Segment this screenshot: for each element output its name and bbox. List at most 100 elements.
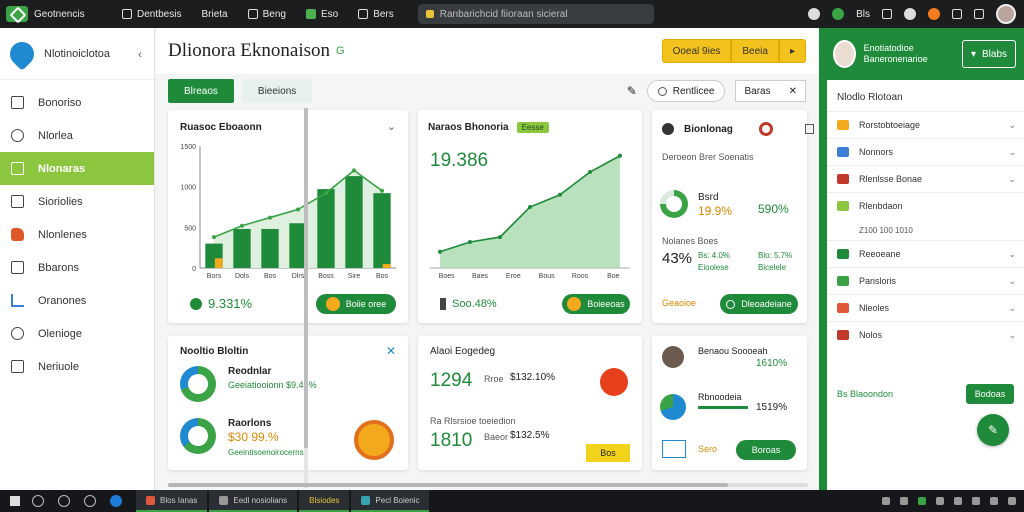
sidebar-item-9[interactable]: Neriuole: [0, 350, 154, 383]
card2-header: Naraos Bhonoria Eesse: [428, 122, 549, 133]
filter-dropdown[interactable]: Baras ✕: [735, 80, 806, 102]
panel-row-2[interactable]: Nonnors ⌄: [827, 138, 1024, 165]
home-icon: [11, 96, 24, 109]
sidebar-header[interactable]: Nlotinoiclotoa ‹: [0, 28, 154, 80]
header-button-1[interactable]: Ooeal 9ies: [661, 39, 732, 63]
trend-point: [268, 215, 272, 220]
panel-row-7[interactable]: Nleoles ⌄: [827, 294, 1024, 321]
sidebar-item-8[interactable]: Olenioge: [0, 317, 154, 350]
topbar-tab-1[interactable]: Dentbesis: [112, 0, 191, 28]
taskbar-item-1[interactable]: Blos Ianas: [136, 490, 208, 512]
card5-button[interactable]: Bos: [586, 444, 630, 462]
window-menu-icon[interactable]: [974, 9, 984, 19]
taskbar-item-4[interactable]: Pecl Boienic: [351, 490, 430, 512]
x-tick-label: Baes: [472, 273, 488, 280]
tray-icon[interactable]: [882, 497, 890, 505]
card5-note: Ra Rlsrsioe toeiedion: [430, 416, 516, 426]
topbar-tab-3[interactable]: Beng: [238, 0, 296, 28]
sidebar-item-3[interactable]: Nlonaras: [0, 152, 154, 185]
vertical-scrollbar[interactable]: [304, 108, 308, 488]
chevron-down-icon[interactable]: ⌄: [1008, 146, 1016, 157]
header-button-2[interactable]: Beeia: [731, 39, 779, 63]
sidebar-item-6[interactable]: Bbarons: [0, 251, 154, 284]
tray-icon[interactable]: [900, 497, 908, 505]
task-view-icon[interactable]: [58, 495, 70, 507]
folder-icon[interactable]: [84, 495, 96, 507]
taskbar-item-2[interactable]: Eedl nosiolians: [209, 490, 298, 512]
tab-primary[interactable]: Blreaos: [168, 79, 234, 103]
chevron-down-icon[interactable]: ⌄: [1008, 302, 1016, 313]
chat-icon[interactable]: [904, 8, 916, 20]
settings-icon[interactable]: [952, 9, 962, 19]
chevron-down-icon[interactable]: ⌄: [1008, 248, 1016, 259]
start-icon[interactable]: [10, 496, 20, 506]
card1-button[interactable]: Boiie oree: [316, 294, 396, 314]
bell-icon[interactable]: [882, 9, 892, 19]
area-fill: [440, 155, 620, 268]
orange-app-icon[interactable]: [928, 8, 940, 20]
bar-chart-card: Ruasoc Eboaonn ⌄ 0 500 1000 1500 Bors Dols Bos…: [168, 110, 408, 323]
card2-badge: Eesse: [516, 122, 549, 133]
topbar-tab-2[interactable]: Brieta: [201, 8, 228, 20]
card2-button[interactable]: Boieeoas: [562, 294, 630, 314]
user-avatar[interactable]: [996, 4, 1016, 24]
sidebar-item-4[interactable]: Sioriolies: [0, 185, 154, 218]
filter-pill[interactable]: Rentlicee: [646, 80, 726, 102]
panel-footer-button[interactable]: Bodoas: [966, 384, 1014, 404]
header-menu-button[interactable]: ▸: [778, 39, 806, 63]
search-icon[interactable]: [808, 8, 821, 20]
chevron-down-icon[interactable]: ⌄: [386, 121, 396, 133]
panel-footer-label: Bs Blaoondon: [837, 389, 894, 399]
card3-link[interactable]: Geaoioe: [662, 298, 697, 308]
scroll-thumb[interactable]: [304, 108, 308, 448]
close-icon[interactable]: ✕: [788, 85, 797, 97]
topbar-tab-4[interactable]: Eso: [296, 0, 348, 28]
donut-hole: [666, 196, 682, 212]
address-bar[interactable]: Ranbarichcid fiioraan sicieral: [417, 4, 654, 24]
panel-row-1[interactable]: Rorstobtoeiage ⌄: [827, 111, 1024, 138]
search-icon[interactable]: [32, 495, 44, 507]
sidebar-item-2[interactable]: Nlorlea: [0, 119, 154, 152]
notification-icon[interactable]: [832, 8, 845, 20]
row-icon: [837, 276, 849, 286]
horizontal-scrollbar[interactable]: [168, 483, 808, 487]
card6-button[interactable]: Boroas: [736, 440, 796, 460]
tray-icon[interactable]: [918, 497, 926, 505]
floating-action-button[interactable]: ✎: [977, 414, 1009, 446]
panel-header-button[interactable]: ▾ Blabs: [961, 40, 1016, 68]
volume-icon[interactable]: [990, 497, 998, 505]
topbar-right-label[interactable]: Bls: [856, 8, 870, 20]
chevron-down-icon[interactable]: ⌄: [1008, 173, 1016, 184]
scroll-thumb[interactable]: [168, 483, 728, 487]
pencil-icon: ✎: [987, 423, 999, 437]
card3-k1-value: 19.9%: [698, 204, 733, 218]
tray-icon[interactable]: [936, 497, 944, 505]
taskbar-item-3[interactable]: Blsiodes: [299, 490, 350, 512]
edit-icon[interactable]: ✎: [626, 84, 637, 98]
chevron-down-icon[interactable]: ⌄: [1008, 329, 1016, 340]
card6-link[interactable]: Sero: [698, 444, 718, 454]
tray-icon[interactable]: [954, 497, 962, 505]
edge-icon[interactable]: [110, 495, 122, 507]
panel-row-5[interactable]: Reeoeane ⌄: [827, 240, 1024, 267]
chevron-left-icon[interactable]: ‹: [138, 46, 142, 61]
tab-secondary[interactable]: Bieeions: [241, 79, 313, 103]
sidebar-item-7[interactable]: Oranones: [0, 284, 154, 317]
panel-row-8[interactable]: Nolos ⌄: [827, 321, 1024, 348]
export-icon[interactable]: [804, 124, 814, 134]
panel-avatar[interactable]: [833, 40, 856, 68]
shuffle-icon[interactable]: ✕: [385, 344, 396, 358]
app-brand[interactable]: Geotnencis: [0, 6, 112, 22]
panel-row-4[interactable]: Rlenbdaon Z100 100 1010: [827, 192, 1024, 240]
app-logo-icon: [6, 6, 28, 22]
card3-button[interactable]: Dleoadeiane: [720, 294, 798, 314]
wifi-icon[interactable]: [972, 497, 980, 505]
topbar-tab-5[interactable]: Bers: [348, 0, 404, 28]
panel-row-3[interactable]: Rlenlsse Bonae ⌄: [827, 165, 1024, 192]
sidebar-item-5[interactable]: Nlonlenes: [0, 218, 154, 251]
panel-row-6[interactable]: Pansloris ⌄: [827, 267, 1024, 294]
notification-icon[interactable]: [1008, 497, 1016, 505]
chevron-down-icon[interactable]: ⌄: [1008, 119, 1016, 130]
sidebar-item-1[interactable]: Bonoriso: [0, 86, 154, 119]
chevron-down-icon[interactable]: ⌄: [1008, 275, 1016, 286]
